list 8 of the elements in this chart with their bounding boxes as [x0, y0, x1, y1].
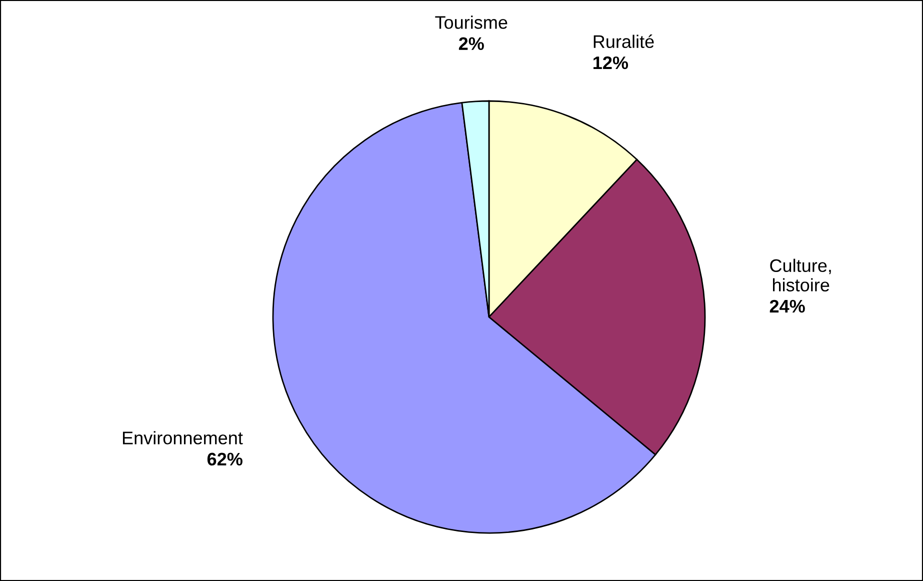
- data-label: 12%: [594, 56, 628, 70]
- data-label: 2%: [458, 37, 484, 50]
- slice-label: Environnement: [122, 431, 243, 444]
- slice-label: Ruralité: [594, 34, 654, 48]
- slice-label: Culture, histoire: [770, 258, 831, 292]
- data-label: 24%: [770, 300, 805, 313]
- slice-label: Tourisme: [435, 16, 508, 29]
- data-label: 62%: [207, 452, 242, 466]
